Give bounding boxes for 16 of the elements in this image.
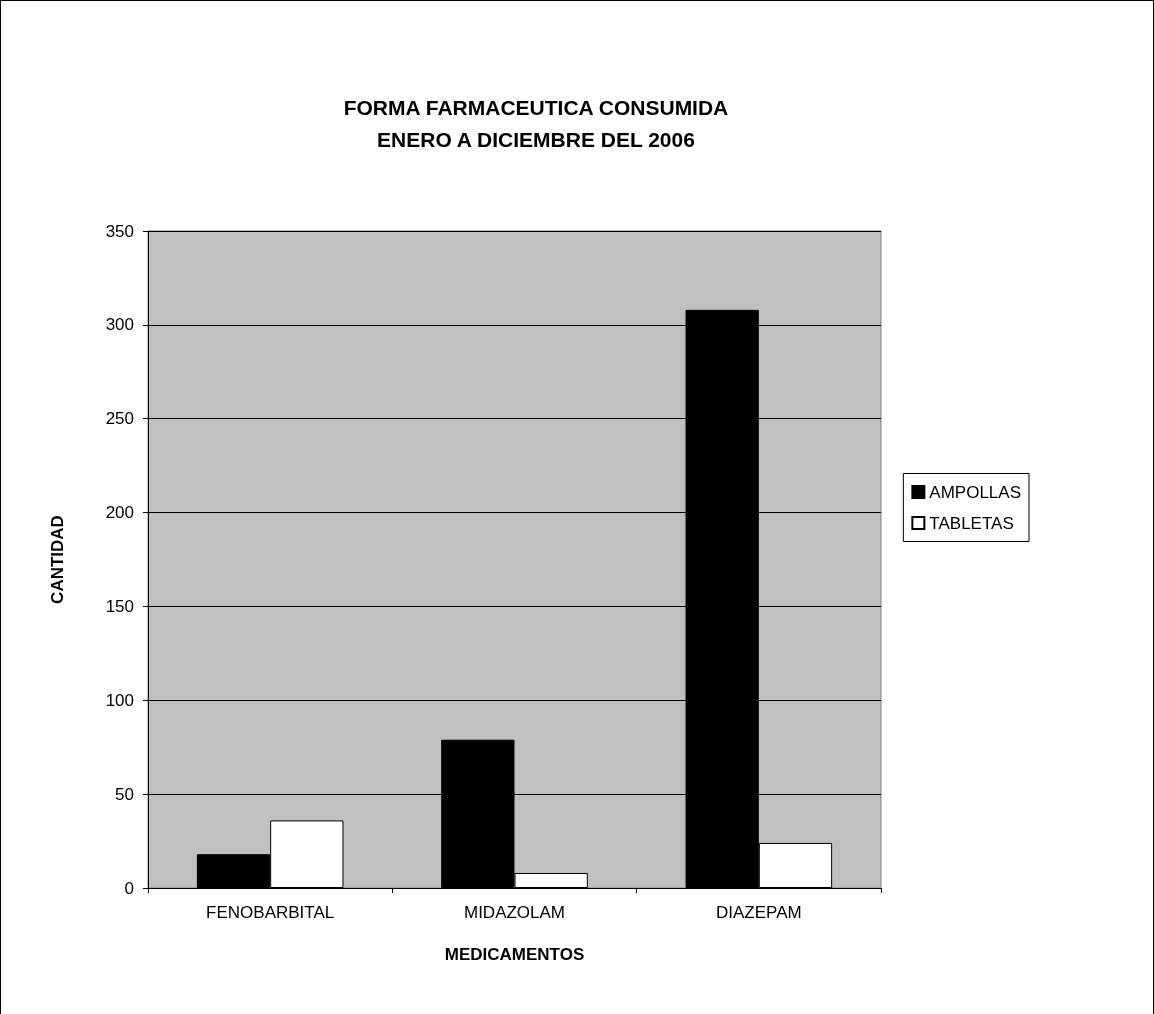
chart-title: FORMA FARMACEUTICA CONSUMIDA ENERO A DICIEMBRE DEL 2006: [343, 95, 729, 151]
y-tick-label: 250: [105, 409, 134, 429]
y-tick-label: 200: [105, 503, 134, 523]
y-tick-label: 100: [105, 690, 134, 710]
x-tick-label: FENOBARBITAL: [206, 903, 335, 922]
y-tick-label: 350: [105, 221, 134, 241]
y-tick-label: 150: [105, 596, 134, 616]
x-axis-title: MEDICAMENTOS: [444, 945, 585, 964]
y-tick-label: 0: [124, 878, 134, 898]
legend-label: TABLETAS: [929, 513, 1014, 533]
x-tick-label: DIAZEPAM: [716, 903, 802, 922]
y-axis-title: CANTIDAD: [48, 515, 67, 604]
x-tick-label: MIDAZOLAM: [463, 903, 566, 922]
legend-label: AMPOLLAS: [929, 482, 1022, 502]
y-tick-label: 50: [115, 784, 134, 804]
y-tick-label: 300: [105, 315, 134, 335]
